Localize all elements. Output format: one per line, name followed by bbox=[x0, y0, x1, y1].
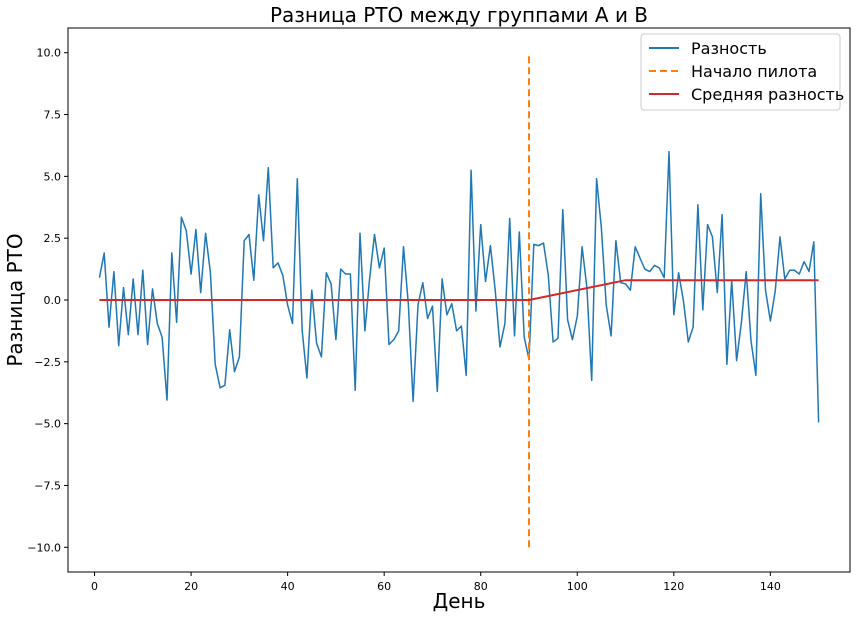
x-tick-label: 120 bbox=[663, 580, 684, 593]
y-tick-label: 0.0 bbox=[44, 294, 62, 307]
x-tick-label: 140 bbox=[760, 580, 781, 593]
x-tick-label: 80 bbox=[474, 580, 488, 593]
legend: Разность Начало пилота Средняя разность bbox=[640, 33, 844, 111]
legend-label-mean: Средняя разность bbox=[691, 85, 844, 104]
legend-box bbox=[640, 33, 841, 111]
x-tick-label: 60 bbox=[377, 580, 391, 593]
chart-title: Разница РТО между группами А и В bbox=[270, 3, 648, 27]
x-tick-label: 20 bbox=[184, 580, 198, 593]
x-tick-label: 0 bbox=[91, 580, 98, 593]
x-axis-label: День bbox=[433, 589, 486, 613]
x-tick-label: 40 bbox=[281, 580, 295, 593]
legend-label-difference: Разность bbox=[691, 39, 767, 58]
y-tick-label: −5.0 bbox=[34, 418, 61, 431]
y-tick-label: 7.5 bbox=[44, 109, 62, 122]
series-line-difference bbox=[98, 150, 820, 423]
y-tick-label: 10.0 bbox=[37, 47, 62, 60]
legend-label-pilot: Начало пилота bbox=[691, 62, 817, 81]
y-tick-label: 2.5 bbox=[44, 232, 62, 245]
y-tick-label: 5.0 bbox=[44, 170, 62, 183]
y-tick-label: −7.5 bbox=[34, 479, 61, 492]
y-tick-label: −2.5 bbox=[34, 356, 61, 369]
x-tick-label: 100 bbox=[567, 580, 588, 593]
y-axis-label: Разница РТО bbox=[3, 233, 27, 366]
y-tick-label: −10.0 bbox=[27, 541, 61, 554]
series-line-mean bbox=[99, 279, 819, 301]
